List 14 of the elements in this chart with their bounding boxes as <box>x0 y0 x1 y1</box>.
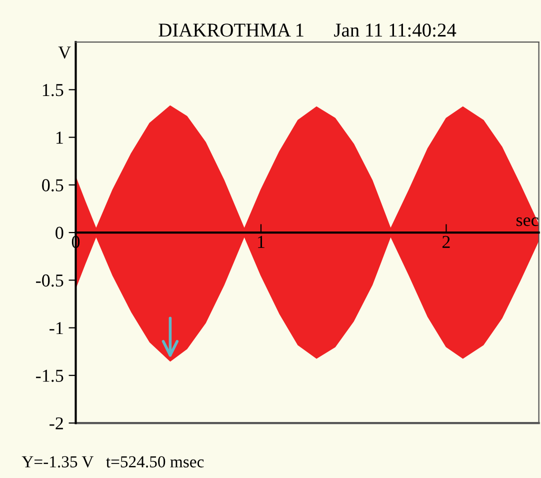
chart-title: DIAKROTHMA 1 Jan 11 11:40:24 <box>158 24 456 37</box>
y-tick-label: -0.5 <box>36 274 64 287</box>
x-axis-title: sec <box>516 217 538 226</box>
y-tick-label: 0.5 <box>42 179 64 192</box>
y-tick-label: -1 <box>50 322 63 334</box>
y-tick-label: 1 <box>56 132 63 144</box>
y-tick-label: 0 <box>56 226 64 239</box>
text: Y=-1.35 V t=524.50 msec <box>22 456 204 468</box>
y-tick-label: -2 <box>50 417 63 430</box>
x-tick-label: 2 <box>442 236 450 248</box>
y-axis-title: V <box>58 46 71 59</box>
y-tick-label: 1.5 <box>42 84 64 96</box>
y-tick-label: -1.5 <box>36 370 64 382</box>
x-tick-label: 1 <box>258 236 264 248</box>
